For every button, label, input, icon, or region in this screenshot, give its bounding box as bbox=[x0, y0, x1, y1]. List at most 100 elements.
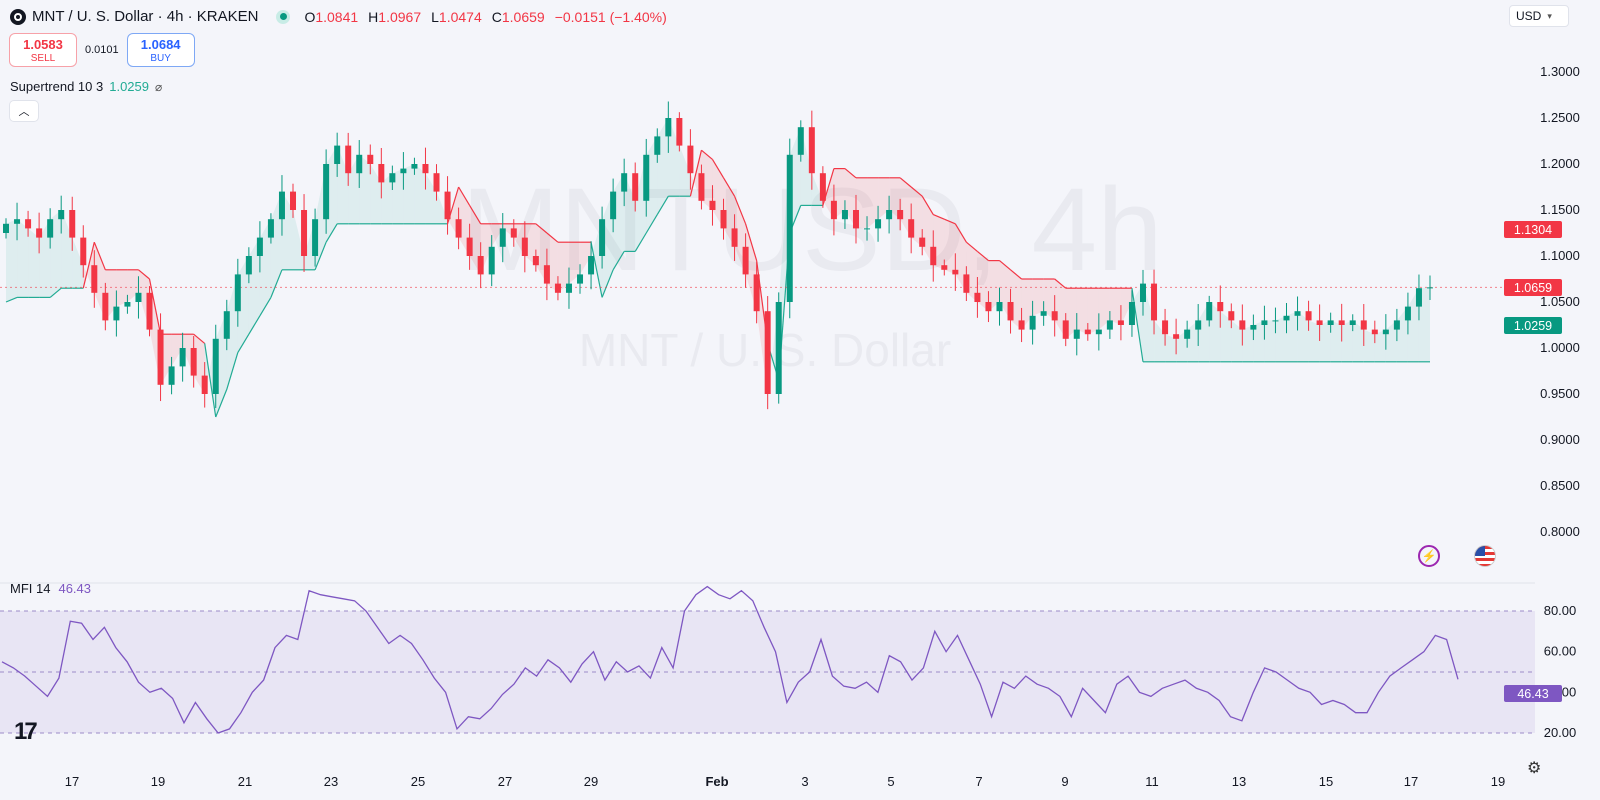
candle-body bbox=[1349, 320, 1356, 325]
price-axis-label: 1.3000 bbox=[1540, 64, 1580, 79]
supertrend-fill bbox=[1363, 329, 1375, 362]
candle-body bbox=[621, 173, 628, 192]
candle-body bbox=[963, 274, 970, 293]
supertrend-line-segment bbox=[204, 343, 217, 418]
candle-body bbox=[753, 274, 760, 312]
mfi-pane bbox=[0, 585, 1535, 734]
supertrend-line-segment bbox=[535, 223, 548, 234]
candle-body bbox=[223, 311, 230, 339]
candle-body bbox=[841, 210, 848, 220]
supertrend-line-segment bbox=[259, 297, 272, 317]
settings-gear-icon[interactable]: ⚙ bbox=[1527, 760, 1542, 777]
candle-body bbox=[930, 246, 937, 266]
candle-body bbox=[654, 136, 661, 155]
candle-body bbox=[1084, 329, 1091, 335]
supertrend-line-segment bbox=[82, 242, 95, 289]
tradingview-logo-icon[interactable]: 17 bbox=[14, 718, 38, 745]
candle-body bbox=[157, 329, 164, 385]
time-axis-label: 5 bbox=[887, 774, 894, 789]
supertrend-line-segment bbox=[1054, 278, 1067, 289]
supertrend-fill bbox=[1308, 320, 1320, 362]
candle-body bbox=[852, 210, 859, 229]
supertrend-fill bbox=[392, 168, 404, 224]
candle-body bbox=[422, 164, 429, 174]
candle-body bbox=[278, 191, 285, 220]
candle-body bbox=[1393, 320, 1400, 330]
supertrend-fill bbox=[1231, 320, 1243, 362]
candle-body bbox=[554, 283, 561, 293]
time-axis-label: 25 bbox=[411, 774, 425, 789]
candle-body bbox=[466, 237, 473, 256]
candle-body bbox=[908, 219, 915, 238]
time-axis-label: 9 bbox=[1061, 774, 1068, 789]
price-pane bbox=[0, 101, 1535, 418]
sell-price: 1.0583 bbox=[23, 36, 63, 52]
candle-body bbox=[400, 168, 407, 174]
symbol-title[interactable]: MNT / U. S. Dollar · 4h · KRAKEN bbox=[32, 8, 259, 25]
candle-body bbox=[1073, 329, 1080, 339]
supertrend-line-segment bbox=[701, 149, 713, 160]
supertrend-fill bbox=[767, 302, 779, 394]
hidden-eye-icon[interactable]: ⌀ bbox=[155, 79, 163, 94]
candle-body bbox=[190, 348, 197, 376]
supertrend-fill bbox=[1043, 279, 1055, 321]
buy-button[interactable]: 1.0684 BUY bbox=[126, 33, 195, 67]
time-axis-label: 19 bbox=[1491, 774, 1505, 789]
us-flag-icon[interactable] bbox=[1474, 545, 1496, 567]
supertrend-fill bbox=[61, 210, 73, 289]
lightning-icon[interactable]: ⚡ bbox=[1418, 545, 1440, 567]
candle-body bbox=[201, 375, 208, 394]
supertrend-line-segment bbox=[977, 250, 989, 262]
time-axis-label: 17 bbox=[65, 774, 79, 789]
mfi-legend[interactable]: MFI 14 46.43 bbox=[10, 581, 91, 596]
supertrend-line-segment bbox=[237, 333, 250, 353]
candle-body bbox=[488, 246, 495, 275]
supertrend-fill bbox=[1165, 334, 1177, 362]
candle-body bbox=[1415, 288, 1422, 307]
sell-button[interactable]: 1.0583 SELL bbox=[9, 33, 77, 67]
supertrend-line-segment bbox=[612, 251, 625, 271]
market-status-icon[interactable] bbox=[276, 9, 291, 24]
chart-header: MNT / U. S. Dollar · 4h · KRAKEN O1.0841… bbox=[10, 8, 667, 25]
candle-body bbox=[102, 292, 109, 321]
mfi-axis-label: 80.00 bbox=[1544, 603, 1577, 618]
candle-body bbox=[256, 237, 263, 256]
open-value: 1.0841 bbox=[315, 8, 359, 25]
supertrend-line-segment bbox=[590, 242, 603, 298]
candle-body bbox=[135, 292, 142, 302]
supertrend-line-segment bbox=[314, 241, 327, 271]
candle-body bbox=[764, 311, 771, 394]
candle-body bbox=[698, 173, 705, 201]
supertrend-line-segment bbox=[844, 168, 857, 179]
candle-body bbox=[1261, 320, 1268, 325]
supertrend-fill bbox=[1242, 325, 1254, 362]
collapse-legend-button[interactable]: ︿ bbox=[10, 101, 38, 121]
buy-price: 1.0684 bbox=[140, 36, 181, 52]
candle-body bbox=[245, 256, 252, 275]
mfi-band bbox=[0, 611, 1535, 733]
candle-body bbox=[301, 210, 308, 256]
currency-select[interactable]: USD ▾ bbox=[1509, 5, 1569, 27]
supertrend-fill bbox=[1341, 320, 1353, 362]
supertrend-line-segment bbox=[1131, 288, 1144, 362]
buy-label: BUY bbox=[150, 52, 171, 64]
supertrend-line-segment bbox=[711, 159, 725, 179]
candle-body bbox=[632, 173, 639, 201]
candle-body bbox=[1316, 320, 1323, 325]
candle-body bbox=[1294, 311, 1301, 316]
supertrend-fill bbox=[171, 334, 183, 367]
supertrend-fill bbox=[116, 269, 128, 307]
supertrend-fill bbox=[988, 260, 1000, 312]
chevron-down-icon: ▾ bbox=[1547, 10, 1552, 21]
high-value: 1.0967 bbox=[378, 8, 422, 25]
price-axis-label: 1.0000 bbox=[1540, 340, 1580, 355]
candle-body bbox=[1283, 315, 1290, 321]
supertrend-legend[interactable]: Supertrend 10 3 1.0259 ⌀ bbox=[10, 79, 162, 94]
price-axis-label: 1.0500 bbox=[1540, 294, 1580, 309]
time-axis-label: 23 bbox=[324, 774, 338, 789]
candle-body bbox=[455, 219, 462, 238]
time-axis-label: Feb bbox=[705, 774, 728, 789]
supertrend-fill bbox=[1032, 279, 1044, 316]
mfi-axis-label: 60.00 bbox=[1544, 644, 1577, 659]
